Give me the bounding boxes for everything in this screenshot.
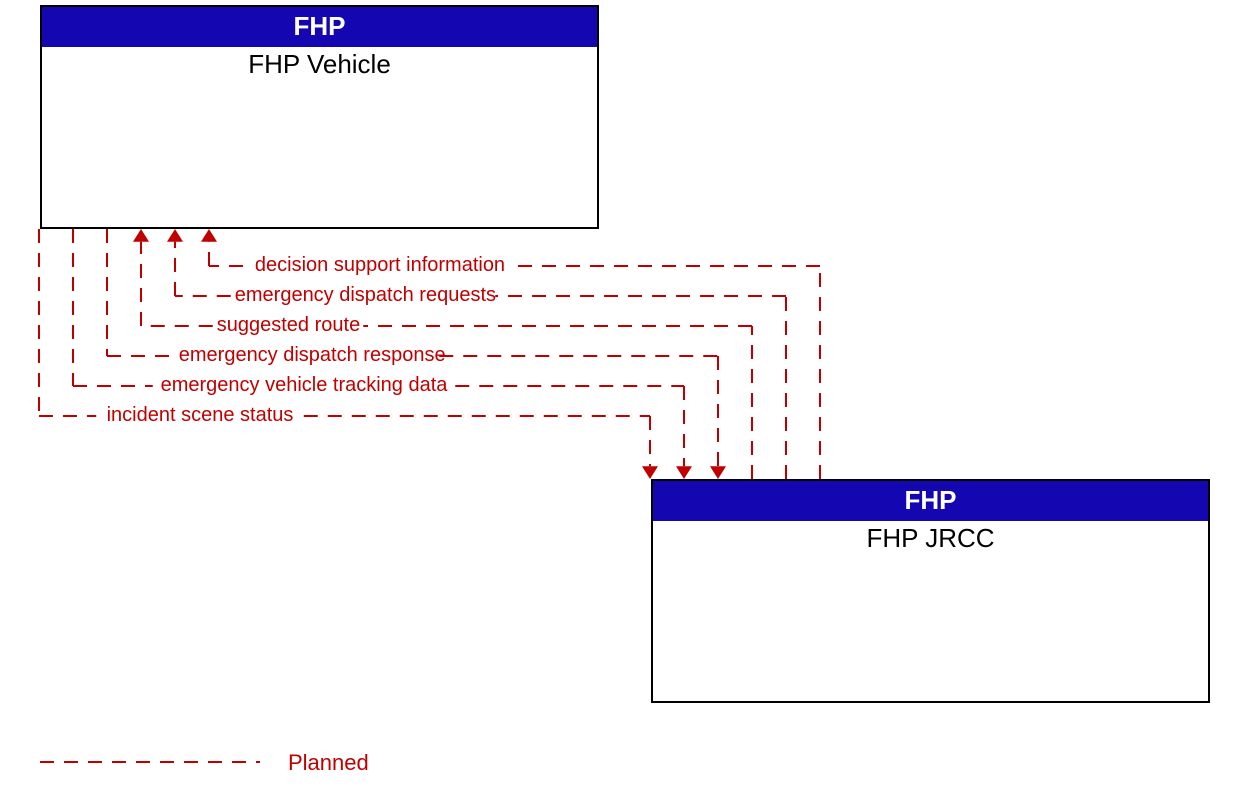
flow-label: emergency dispatch requests — [235, 284, 492, 307]
flow-label: emergency vehicle tracking data — [157, 374, 452, 397]
flow-label: suggested route — [217, 314, 360, 337]
legend-label: Planned — [288, 750, 369, 776]
flow-label: decision support information — [247, 254, 513, 277]
flow-label: emergency dispatch response — [179, 344, 436, 367]
flow-label: incident scene status — [100, 404, 300, 427]
